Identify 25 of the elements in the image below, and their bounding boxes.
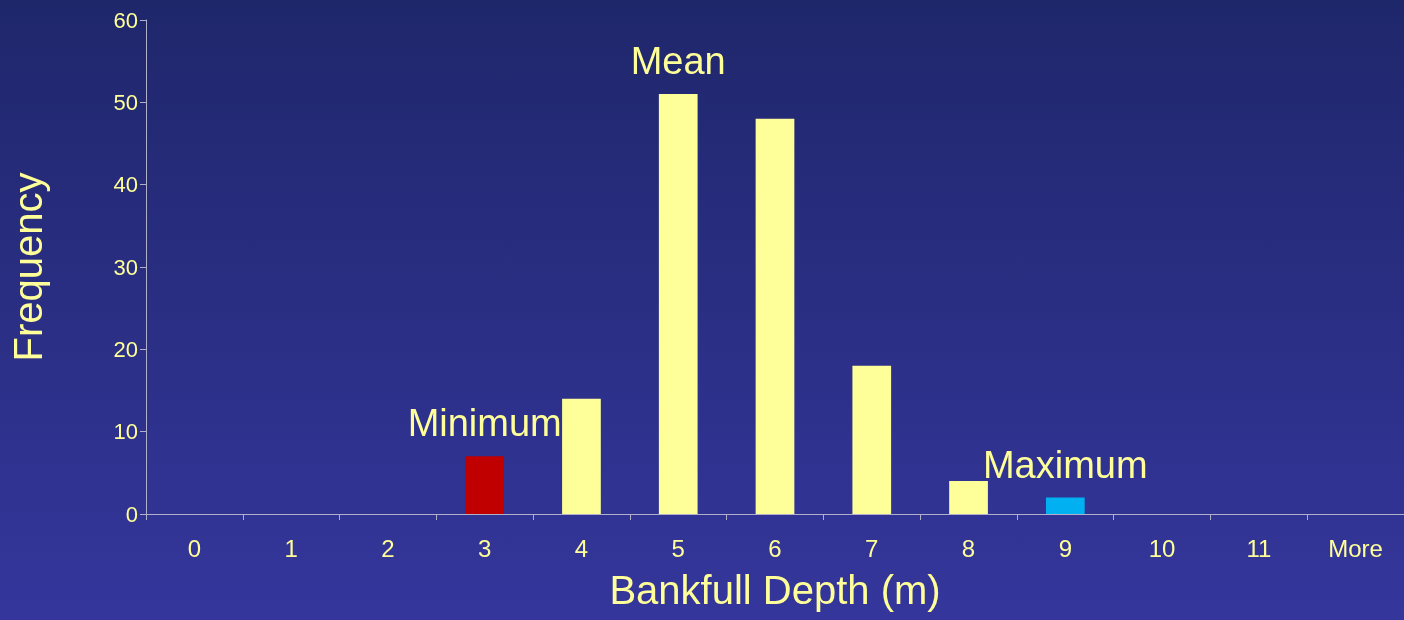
y-tick-label: 10	[113, 419, 138, 445]
y-axis-title: Frequency	[6, 172, 50, 362]
x-tick-label: 3	[478, 534, 492, 562]
y-tick-label: 50	[113, 89, 138, 115]
x-tick-label: 4	[574, 534, 589, 562]
x-tick-label: 7	[865, 534, 879, 562]
x-tick-label: 9	[1058, 534, 1072, 562]
y-tick-label: 40	[113, 172, 138, 198]
x-tick-label: More	[1328, 534, 1383, 562]
x-tick-label: 8	[961, 534, 976, 562]
annotation: Maximum	[982, 443, 1148, 486]
x-tick-label: 2	[381, 534, 395, 562]
y-tick-label: 60	[113, 7, 138, 33]
y-tick-label: 20	[113, 336, 138, 362]
x-axis-title: Bankfull Depth (m)	[609, 568, 941, 612]
y-tick-label: 0	[125, 501, 138, 527]
x-tick-label: 10	[1148, 534, 1176, 562]
y-tick-label: 30	[113, 254, 138, 280]
annotation: Mean	[630, 40, 726, 83]
annotation: Minimum	[407, 402, 562, 445]
x-tick-label: 1	[284, 534, 298, 562]
x-tick-label: 11	[1246, 534, 1272, 562]
x-tick-label: 0	[187, 534, 202, 562]
x-tick-label: 5	[671, 534, 685, 562]
x-tick-label: 6	[768, 534, 782, 562]
